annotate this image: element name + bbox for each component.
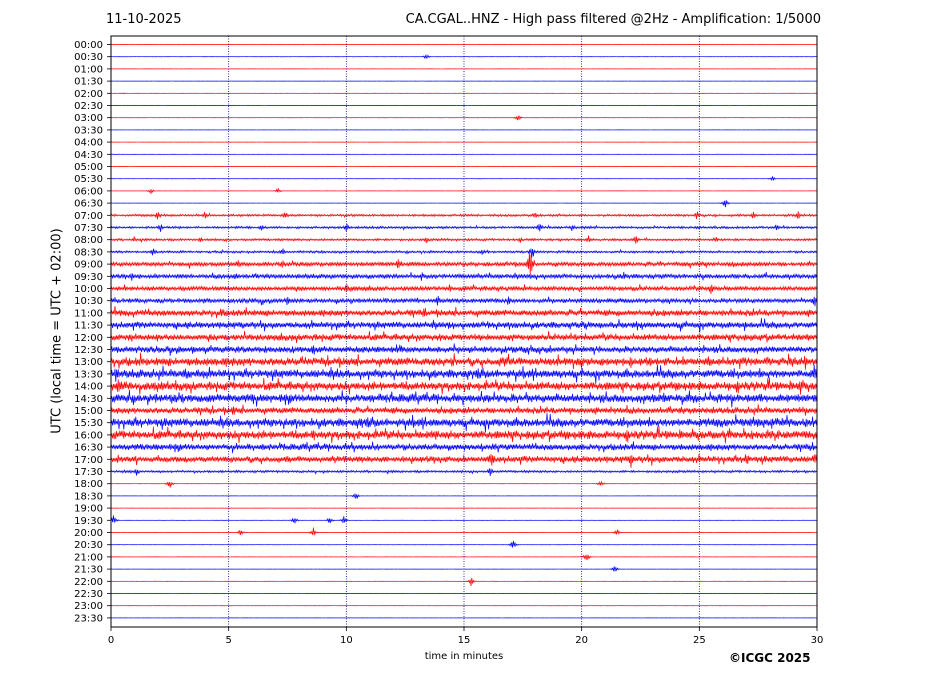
y-tick-label: 01:00 (74, 64, 103, 75)
trace-0900 (110, 251, 817, 275)
trace-0200 (110, 92, 817, 95)
y-tick-label: 08:00 (74, 235, 103, 246)
x-tick-label: 25 (693, 635, 706, 646)
y-tick-label: 00:00 (74, 40, 103, 51)
y-tick-label: 11:00 (74, 308, 103, 319)
y-tick-label: 21:00 (74, 552, 103, 563)
trace-2030 (110, 540, 817, 548)
y-tick-label: 18:00 (74, 479, 103, 490)
y-tick-label: 12:00 (74, 333, 103, 344)
y-axis-label: UTC (local time = UTC + 02:00) (49, 228, 65, 434)
x-tick-label: 15 (458, 635, 471, 646)
y-tick-label: 14:00 (74, 382, 103, 393)
y-tick-label: 18:30 (74, 491, 103, 502)
y-tick-label: 07:00 (74, 211, 103, 222)
y-tick-label: 03:30 (74, 125, 103, 136)
y-tick-label: 13:00 (74, 357, 103, 368)
y-tick-label: 05:00 (74, 162, 103, 173)
y-tick-label: 20:30 (74, 540, 103, 551)
trace-1130 (110, 317, 817, 333)
x-tick-label: 30 (811, 635, 824, 646)
y-tick-label: 11:30 (74, 321, 103, 332)
trace-0630 (110, 200, 817, 208)
y-tick-label: 03:00 (74, 113, 103, 124)
y-tick-label: 19:00 (74, 504, 103, 515)
y-tick-label: 22:00 (74, 577, 103, 588)
trace-2000 (110, 527, 817, 536)
y-tick-label: 07:30 (74, 223, 103, 234)
y-tick-label: 22:30 (74, 589, 103, 600)
chart-title: CA.CGAL..HNZ - High pass filtered @2Hz -… (405, 12, 821, 27)
trace-1830 (110, 493, 817, 500)
y-tick-label: 01:30 (74, 77, 103, 88)
y-tick-label: 14:30 (74, 394, 103, 405)
trace-0730 (110, 223, 817, 232)
y-tick-label: 05:30 (74, 174, 103, 185)
x-tick-label: 20 (575, 635, 588, 646)
x-tick-label: 5 (225, 635, 231, 646)
y-tick-label: 19:30 (74, 516, 103, 527)
trace-0300 (110, 115, 817, 121)
trace-1930 (110, 515, 817, 524)
y-tick-label: 00:30 (74, 52, 103, 63)
y-tick-label: 16:30 (74, 443, 103, 454)
trace-0700 (110, 211, 817, 220)
y-tick-label: 20:00 (74, 528, 103, 539)
y-tick-label: 12:30 (74, 345, 103, 356)
y-tick-label: 04:00 (74, 138, 103, 149)
y-tick-label: 10:30 (74, 296, 103, 307)
y-tick-label: 23:00 (74, 601, 103, 612)
date-label: 11-10-2025 (106, 12, 182, 27)
y-tick-label: 23:30 (74, 613, 103, 624)
trace-1230 (110, 343, 817, 356)
y-tick-label: 17:00 (74, 455, 103, 466)
y-tick-label: 16:00 (74, 430, 103, 441)
trace-0600 (110, 188, 817, 194)
y-tick-label: 09:30 (74, 272, 103, 283)
y-tick-label: 02:30 (74, 101, 103, 112)
y-tick-label: 09:00 (74, 260, 103, 271)
y-tick-label: 08:30 (74, 247, 103, 258)
trace-0930 (110, 271, 817, 281)
x-axis-ticks: 0 5 10 15 20 25 30 (108, 627, 824, 646)
y-tick-label: 10:00 (74, 284, 103, 295)
y-tick-label: 15:30 (74, 418, 103, 429)
y-tick-label: 04:30 (74, 150, 103, 161)
y-tick-label: 02:00 (74, 89, 103, 100)
y-tick-label: 21:30 (74, 565, 103, 576)
x-tick-label: 0 (108, 635, 114, 646)
copyright-credit: ©ICGC 2025 (729, 651, 811, 665)
x-tick-label: 10 (340, 635, 353, 646)
y-tick-label: 13:30 (74, 369, 103, 380)
y-tick-label: 15:00 (74, 406, 103, 417)
y-tick-label: 17:30 (74, 467, 103, 478)
trace-1630 (110, 441, 817, 454)
trace-1730 (110, 468, 817, 477)
x-axis-label: time in minutes (424, 651, 504, 662)
y-tick-label: 06:30 (74, 199, 103, 210)
y-tick-label: 06:00 (74, 186, 103, 197)
vertical-gridlines (228, 36, 700, 627)
